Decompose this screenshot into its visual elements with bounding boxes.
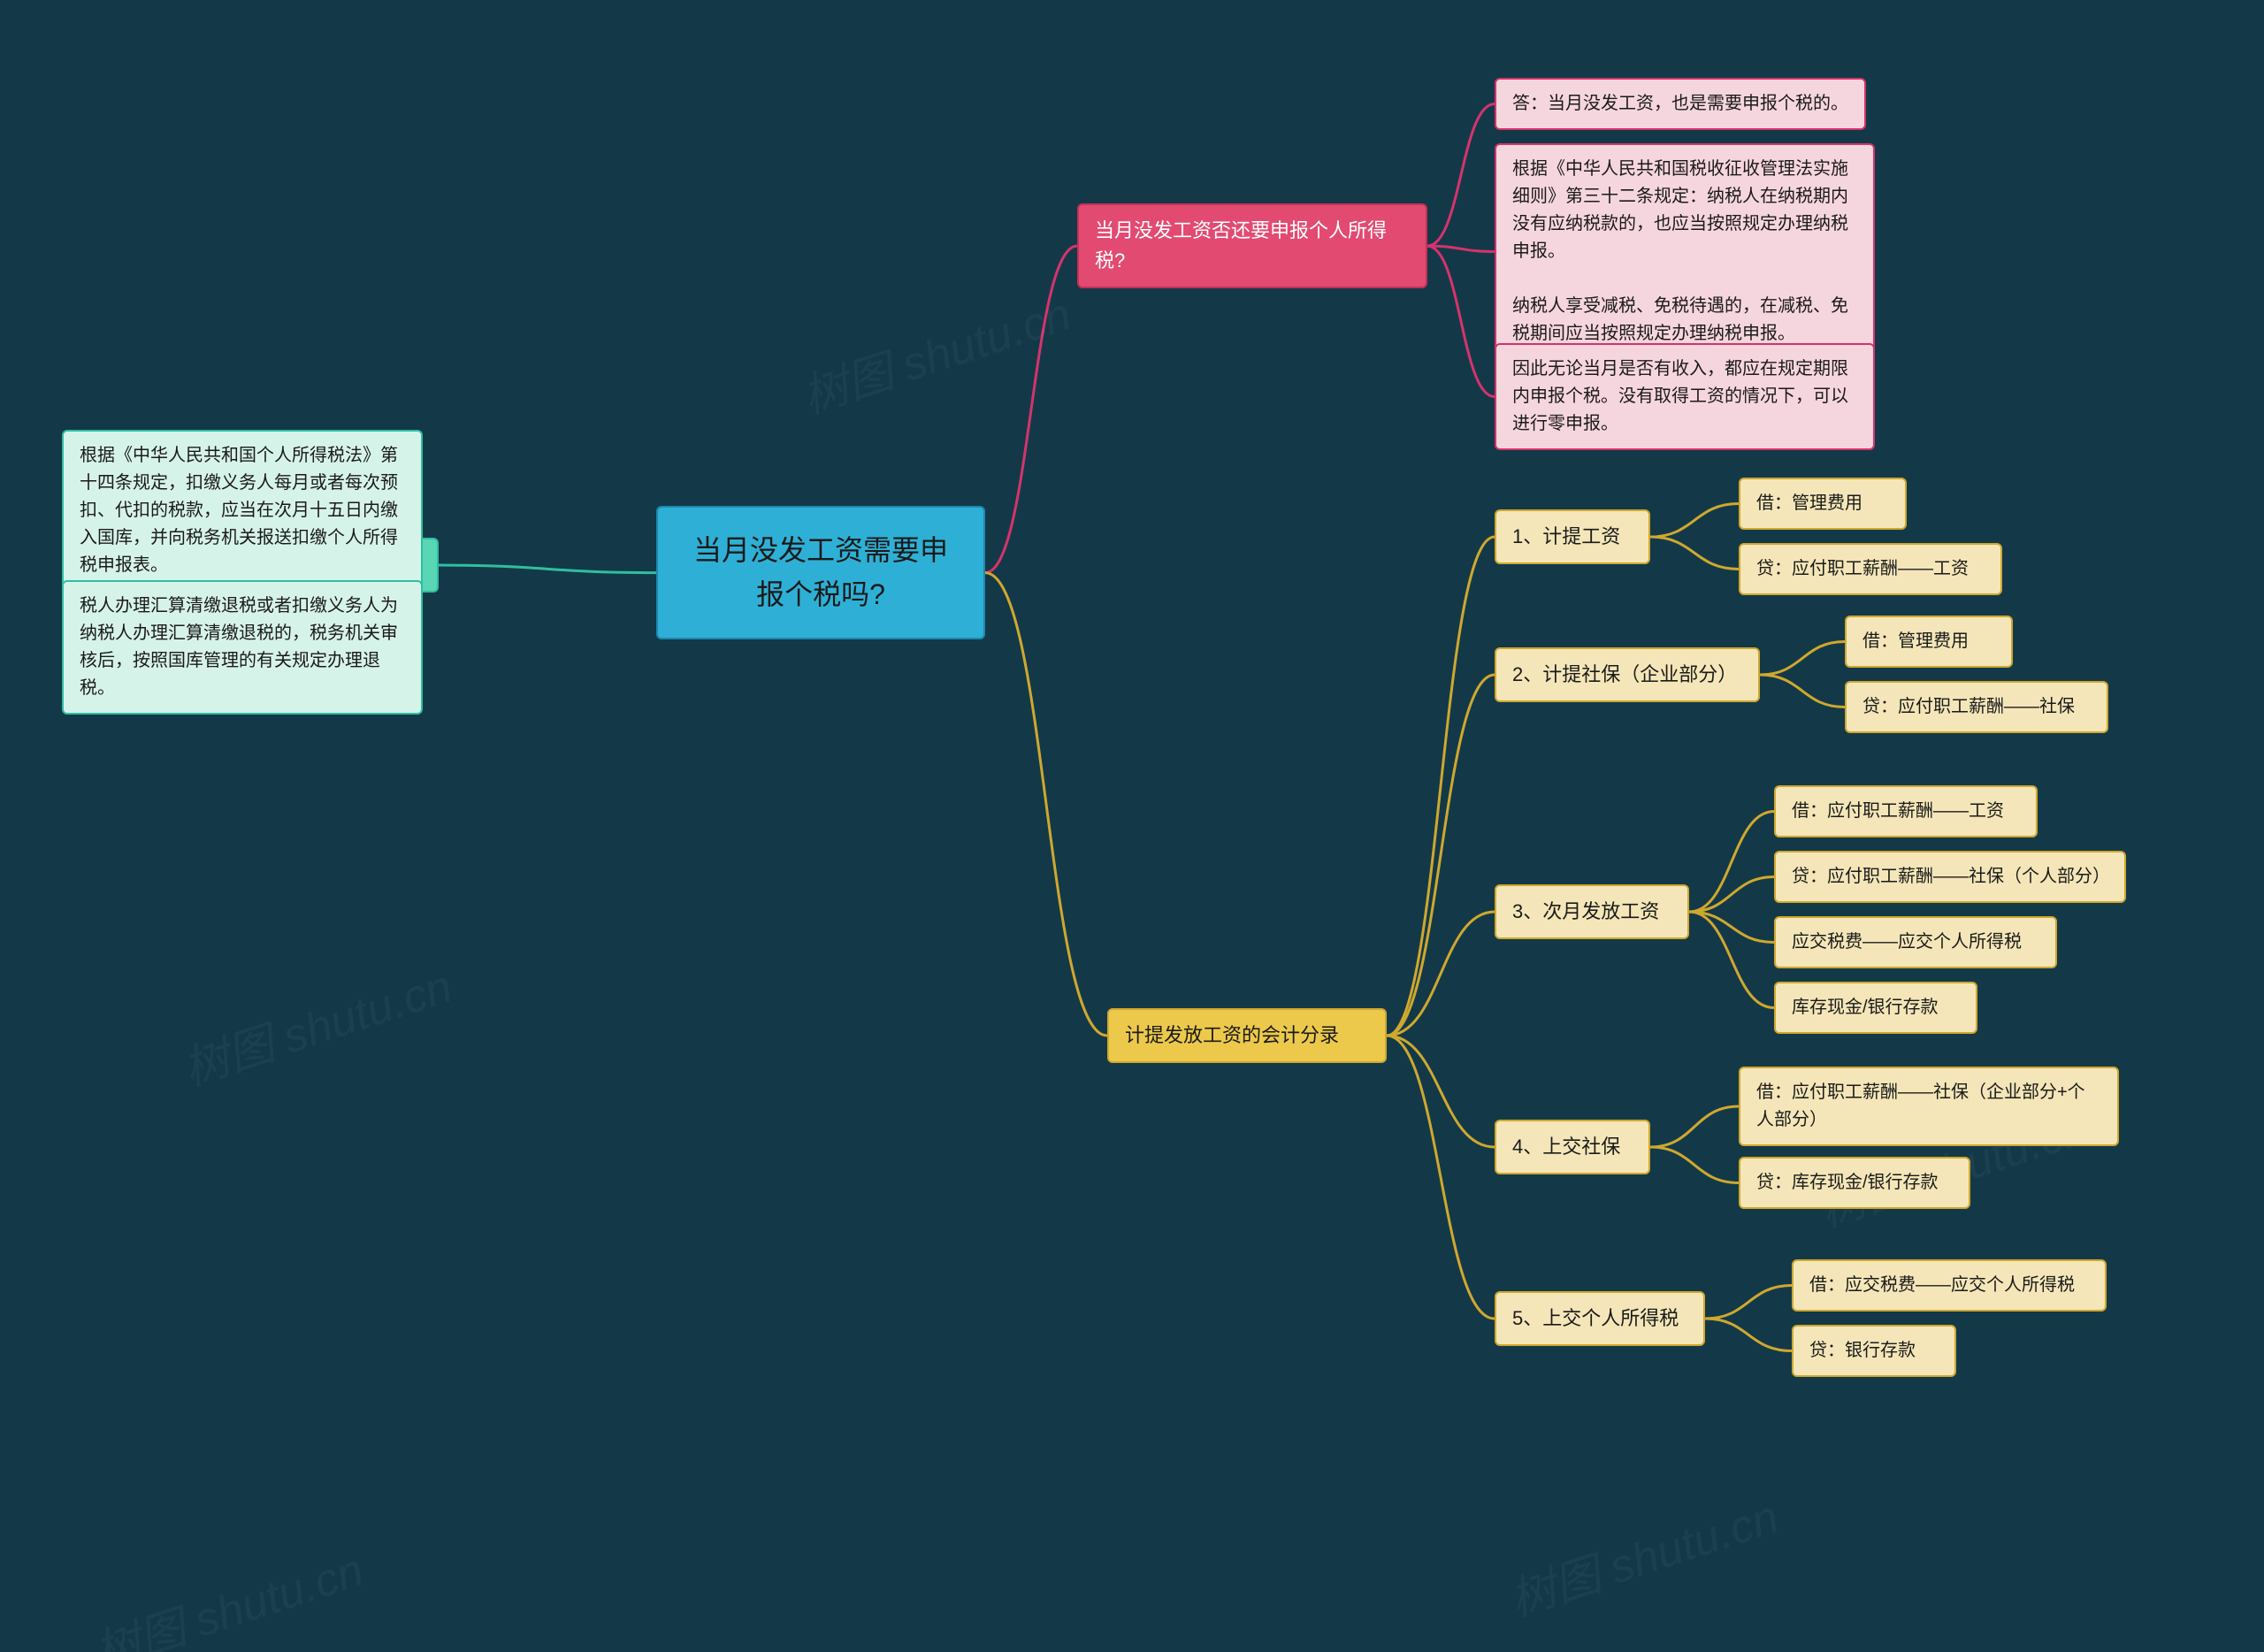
mindmap-node[interactable]: 借：管理费用: [1739, 478, 1907, 530]
connector: [1650, 537, 1739, 569]
mindmap-node[interactable]: 根据《中华人民共和国个人所得税法》第十四条规定，扣缴义务人每月或者每次预扣、代扣…: [62, 430, 423, 592]
node-label: 3、次月发放工资: [1512, 900, 1659, 922]
mindmap-node[interactable]: 当月没发工资否还要申报个人所得税?: [1077, 203, 1427, 288]
node-label: 因此无论当月是否有收入，都应在规定期限内申报个税。没有取得工资的情况下，可以进行…: [1512, 359, 1848, 433]
connector: [1427, 246, 1495, 396]
mindmap-node[interactable]: 借：应交税费——应交个人所得税: [1792, 1259, 2107, 1312]
node-label: 贷：银行存款: [1809, 1341, 1916, 1360]
connector: [1387, 1036, 1495, 1147]
connector: [1387, 675, 1495, 1036]
node-label: 应交税费——应交个人所得税: [1792, 932, 2022, 952]
watermark: 树图 shutu.cn: [1500, 1480, 1786, 1629]
mindmap-node[interactable]: 贷：银行存款: [1792, 1325, 1956, 1377]
connector: [1650, 504, 1739, 538]
node-label: 计提发放工资的会计分录: [1125, 1024, 1339, 1046]
node-label: 4、上交社保: [1512, 1136, 1620, 1158]
mindmap-node[interactable]: 1、计提工资: [1495, 509, 1650, 564]
mindmap-node[interactable]: 5、上交个人所得税: [1495, 1291, 1705, 1346]
node-label: 借：应付职工薪酬——社保（企业部分+个人部分）: [1756, 1082, 2085, 1129]
node-label: 当月没发工资需要申报个税吗?: [693, 534, 948, 610]
node-label: 贷：应付职工薪酬——工资: [1756, 559, 1969, 578]
connector: [1689, 912, 1774, 942]
mindmap-node[interactable]: 因此无论当月是否有收入，都应在规定期限内申报个税。没有取得工资的情况下，可以进行…: [1495, 343, 1875, 450]
mindmap-node[interactable]: 2、计提社保（企业部分）: [1495, 647, 1760, 702]
connector: [1689, 877, 1774, 913]
connector: [1387, 1036, 1495, 1319]
connector: [1760, 675, 1845, 707]
connector: [439, 565, 656, 573]
connector: [1427, 246, 1495, 251]
node-label: 5、上交个人所得税: [1512, 1307, 1679, 1329]
mindmap-node[interactable]: 贷：应付职工薪酬——工资: [1739, 543, 2002, 595]
mindmap-node[interactable]: 借：应付职工薪酬——工资: [1774, 785, 2038, 837]
mindmap-node[interactable]: 3、次月发放工资: [1495, 884, 1689, 939]
mindmap-node[interactable]: 贷：库存现金/银行存款: [1739, 1157, 1970, 1209]
node-label: 2、计提社保（企业部分）: [1512, 663, 1737, 685]
mindmap-node[interactable]: 税人办理汇算清缴退税或者扣缴义务人为纳税人办理汇算清缴退税的，税务机关审核后，按…: [62, 580, 423, 715]
mindmap-node[interactable]: 应交税费——应交个人所得税: [1774, 916, 2057, 968]
node-label: 根据《中华人民共和国税收征收管理法实施细则》第三十二条规定：纳税人在纳税期内没有…: [1512, 159, 1848, 343]
mindmap-node[interactable]: 根据《中华人民共和国税收征收管理法实施细则》第三十二条规定：纳税人在纳税期内没有…: [1495, 143, 1875, 360]
connector: [1387, 537, 1495, 1036]
connector: [1705, 1286, 1792, 1319]
node-label: 当月没发工资否还要申报个人所得税?: [1095, 219, 1387, 272]
connector: [1705, 1319, 1792, 1350]
mindmap-node[interactable]: 借：应付职工薪酬——社保（企业部分+个人部分）: [1739, 1067, 2119, 1146]
watermark: 树图 shutu.cn: [85, 1533, 371, 1652]
connector: [1387, 912, 1495, 1036]
node-label: 税人办理汇算清缴退税或者扣缴义务人为纳税人办理汇算清缴退税的，税务机关审核后，按…: [80, 596, 398, 698]
connector: [1760, 642, 1845, 676]
node-label: 贷：库存现金/银行存款: [1756, 1173, 1939, 1192]
mindmap-node[interactable]: 库存现金/银行存款: [1774, 982, 1977, 1034]
connector: [1427, 104, 1495, 247]
mindmap-node[interactable]: 当月没发工资需要申报个税吗?: [656, 506, 985, 639]
node-label: 借：应交税费——应交个人所得税: [1809, 1275, 2075, 1295]
connector: [1650, 1147, 1739, 1182]
node-label: 答：当月没发工资，也是需要申报个税的。: [1512, 94, 1848, 113]
node-label: 借：管理费用: [1756, 493, 1862, 513]
node-label: 库存现金/银行存款: [1792, 998, 1939, 1017]
connector: [1689, 812, 1774, 913]
mindmap-node[interactable]: 贷：应付职工薪酬——社保（个人部分）: [1774, 851, 2126, 903]
watermark: 树图 shutu.cn: [792, 277, 1078, 426]
node-label: 1、计提工资: [1512, 525, 1620, 547]
connector: [1650, 1106, 1739, 1147]
mindmap-node[interactable]: 借：管理费用: [1845, 616, 2013, 668]
watermark: 树图 shutu.cn: [173, 949, 459, 1098]
node-label: 贷：应付职工薪酬——社保: [1862, 697, 2075, 716]
mindmap-node[interactable]: 4、上交社保: [1495, 1120, 1650, 1174]
node-label: 贷：应付职工薪酬——社保（个人部分）: [1792, 867, 2110, 886]
mindmap-node[interactable]: 答：当月没发工资，也是需要申报个税的。: [1495, 78, 1866, 130]
node-label: 根据《中华人民共和国个人所得税法》第十四条规定，扣缴义务人每月或者每次预扣、代扣…: [80, 446, 398, 575]
node-label: 借：应付职工薪酬——工资: [1792, 801, 2004, 821]
connector: [985, 246, 1077, 573]
connector: [1689, 912, 1774, 1007]
connector: [985, 573, 1107, 1036]
mindmap-node[interactable]: 计提发放工资的会计分录: [1107, 1008, 1387, 1063]
mindmap-node[interactable]: 贷：应付职工薪酬——社保: [1845, 681, 2108, 733]
node-label: 借：管理费用: [1862, 631, 1969, 651]
